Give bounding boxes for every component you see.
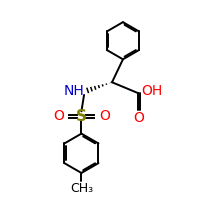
Text: O: O: [53, 109, 64, 123]
Text: CH₃: CH₃: [70, 182, 93, 195]
Text: O: O: [99, 109, 110, 123]
Text: O: O: [134, 111, 144, 125]
Text: OH: OH: [142, 84, 163, 98]
Text: NH: NH: [63, 84, 84, 98]
Text: S: S: [76, 109, 87, 124]
